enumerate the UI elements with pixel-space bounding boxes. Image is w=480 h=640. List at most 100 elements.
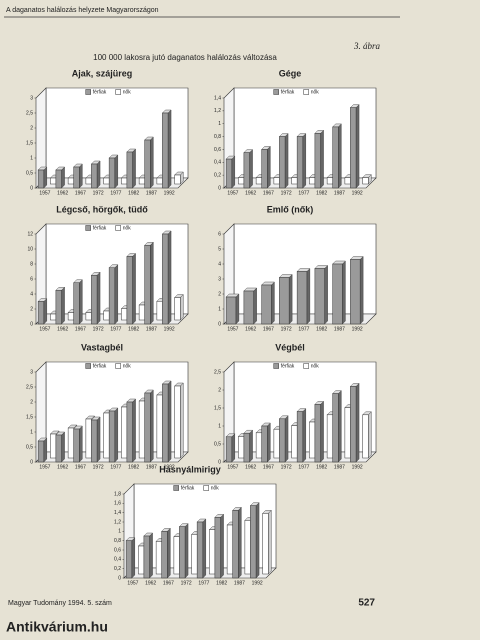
bar [85, 177, 92, 185]
bar-side [368, 411, 372, 459]
bar [67, 427, 75, 459]
bar-side [267, 145, 271, 189]
legend-label: nők [211, 485, 220, 491]
legend-swatch [85, 363, 91, 369]
bar-side [320, 129, 324, 189]
bar [55, 434, 62, 463]
bar-side [320, 400, 324, 463]
bar-side [167, 527, 171, 579]
x-tick-label: 1967 [263, 326, 274, 332]
y-tick-label: 5 [218, 246, 221, 252]
legend-swatch [273, 89, 279, 95]
x-tick-label: 1962 [245, 464, 256, 470]
y-tick-label: 0,5 [214, 441, 221, 447]
bar-side [180, 294, 184, 321]
bar-side [184, 523, 189, 579]
y-tick-label: 2 [30, 399, 33, 405]
y-tick-label: 0,6 [214, 147, 221, 153]
x-tick-label: 1977 [110, 464, 121, 470]
y-tick-label: 1 [118, 529, 121, 535]
bar [350, 386, 357, 463]
y-tick-label: 2,5 [26, 384, 33, 390]
y-tick-label: 0 [218, 321, 221, 327]
x-tick-label: 1967 [263, 190, 274, 196]
x-tick-label: 1967 [75, 464, 86, 470]
bar [362, 177, 369, 185]
bar [50, 313, 57, 321]
chart-title: Vastagbél [81, 342, 123, 352]
x-tick-label: 1957 [227, 326, 238, 332]
bar-side [306, 268, 311, 325]
bar [138, 545, 145, 575]
bar [144, 245, 151, 325]
bar-side [96, 271, 101, 325]
bar [126, 151, 133, 189]
bar [138, 177, 146, 185]
bar [156, 301, 163, 321]
watermark: Antikvárium.hu [6, 619, 108, 635]
running-header: A daganatos halálozás helyzete Magyarors… [6, 7, 159, 14]
page-title: 100 000 lakosra jutó daganatos halálozás… [93, 53, 277, 62]
x-tick-label: 1962 [57, 190, 68, 196]
bar [273, 177, 280, 185]
bar [196, 521, 204, 579]
bar [238, 436, 245, 459]
bar [314, 133, 321, 189]
bar [179, 526, 186, 579]
bar-side [249, 149, 253, 189]
x-tick-label: 1972 [281, 190, 292, 196]
y-tick-label: 1 [218, 423, 221, 429]
bar [273, 428, 280, 459]
x-tick-label: 1962 [145, 580, 156, 586]
bar [50, 177, 57, 185]
bar [350, 259, 361, 325]
bar [126, 256, 133, 325]
bar [156, 177, 163, 185]
y-tick-label: 1,8 [114, 491, 121, 497]
bar [332, 393, 339, 463]
y-tick-label: 10 [27, 246, 33, 252]
bar-side [253, 287, 257, 325]
bar [37, 301, 45, 325]
y-tick-label: 2,5 [214, 369, 221, 375]
bar-side [288, 274, 293, 325]
bar [261, 149, 268, 189]
x-tick-label: 1957 [127, 580, 138, 586]
bar-side [96, 416, 101, 463]
bar [261, 284, 272, 325]
bar [362, 414, 369, 459]
x-tick-label: 1992 [164, 326, 175, 332]
bar [255, 177, 263, 185]
y-tick-label: 0 [30, 321, 33, 327]
bar [243, 432, 250, 463]
x-tick-label: 1987 [146, 326, 157, 332]
x-tick-label: 1962 [245, 326, 256, 332]
y-tick-label: 0,8 [214, 134, 221, 140]
x-tick-label: 1957 [39, 464, 50, 470]
bar [209, 529, 216, 575]
bar [103, 177, 110, 185]
y-tick-label: 6 [30, 276, 33, 282]
y-tick-label: 2 [218, 291, 221, 297]
bar [225, 296, 237, 325]
bar [279, 136, 286, 189]
legend-swatch [303, 363, 309, 369]
bar [108, 410, 116, 463]
x-tick-label: 1977 [198, 580, 209, 586]
x-tick-label: 1992 [164, 464, 175, 470]
bar-side [359, 256, 364, 325]
legend-label: nők [123, 225, 132, 231]
legend-swatch [115, 363, 121, 369]
bar [191, 534, 198, 575]
x-tick-label: 1962 [57, 464, 68, 470]
bar-side [302, 408, 307, 463]
chart-title: Gége [279, 68, 302, 78]
bar [174, 385, 181, 459]
y-tick-label: 0 [218, 185, 221, 191]
x-tick-label: 1987 [234, 580, 245, 586]
bar [225, 158, 233, 189]
chart-title: Végbél [275, 342, 305, 352]
y-tick-label: 2,5 [26, 110, 33, 116]
bar-side [43, 166, 48, 189]
